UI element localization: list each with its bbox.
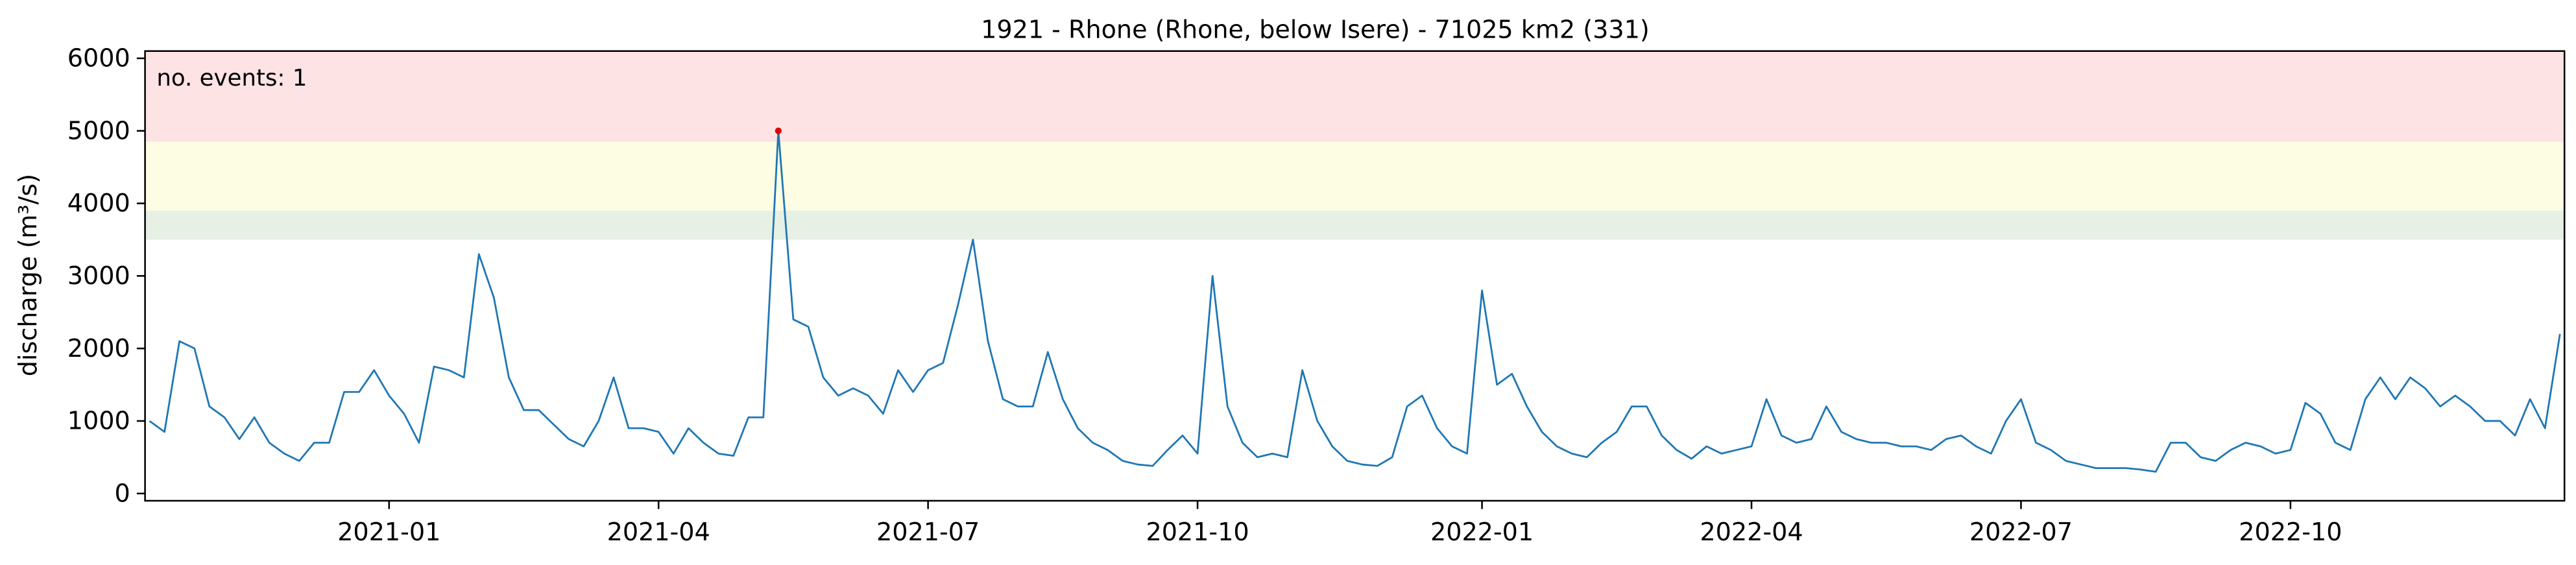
x-tick-label: 2022-07 (1969, 518, 2073, 546)
y-tick-label: 4000 (67, 189, 130, 217)
y-tick-label: 6000 (67, 44, 130, 73)
event-marker (775, 127, 782, 134)
x-tick-label: 2022-01 (1430, 518, 1534, 546)
y-tick-label: 0 (114, 479, 130, 507)
x-tick-label: 2022-04 (1700, 518, 1803, 546)
y-tick-label: 1000 (67, 407, 130, 435)
series-line (149, 130, 2561, 473)
threshold-band (145, 141, 2565, 211)
y-axis-label: discharge (m³/s) (14, 174, 42, 376)
x-tick-label: 2021-07 (876, 518, 980, 546)
threshold-band (145, 51, 2565, 142)
y-tick-label: 3000 (67, 261, 130, 290)
y-tick-label: 5000 (67, 116, 130, 145)
x-tick-label: 2021-10 (1146, 518, 1249, 546)
chart-title: 1921 - Rhone (Rhone, below Isere) - 7102… (981, 15, 1650, 43)
x-tick-label: 2022-10 (2239, 518, 2342, 546)
plot-frame (144, 50, 2566, 502)
x-tick-label: 2021-04 (607, 518, 710, 546)
threshold-band (145, 210, 2565, 240)
y-tick-label: 2000 (67, 334, 130, 363)
event-count: no. events: 1 (156, 65, 307, 91)
x-tick-label: 2021-01 (337, 518, 440, 546)
